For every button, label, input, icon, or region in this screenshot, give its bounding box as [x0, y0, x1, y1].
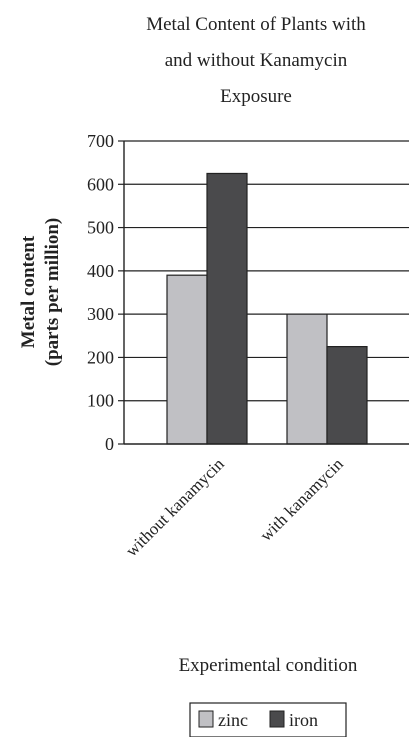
y-tick-labels: 0 100 200 300 400 500 600 700	[87, 131, 114, 454]
legend-swatch-zinc	[198, 710, 214, 728]
legend-swatch-iron	[269, 710, 285, 728]
category-label-1: with kanamycin	[256, 454, 347, 545]
legend-box	[189, 702, 347, 737]
chart-title: Metal Content of Plants with and without…	[146, 14, 366, 107]
bar-iron-0	[206, 172, 248, 445]
y-axis-label-line-2: (parts per million)	[42, 218, 63, 366]
legend-label-iron: iron	[289, 710, 318, 730]
y-tick-label-0: 0	[105, 434, 114, 454]
chart-title-line-3: Exposure	[220, 86, 292, 107]
category-label-0: without kanamycin	[122, 454, 228, 560]
bar-zinc-1	[286, 313, 328, 445]
y-tick-label-500: 500	[87, 218, 114, 238]
bar-zinc-0	[166, 274, 208, 445]
y-tick-label-300: 300	[87, 304, 114, 324]
y-axis-label: Metal content (parts per million)	[18, 218, 63, 366]
bar-iron-1	[326, 346, 368, 445]
y-tick-label-700: 700	[87, 131, 114, 151]
y-tick-label-400: 400	[87, 261, 114, 281]
legend-label-zinc: zinc	[218, 710, 248, 730]
y-tick-label-100: 100	[87, 391, 114, 411]
x-axis-label: Experimental condition	[179, 655, 358, 676]
legend: zinc iron	[189, 702, 347, 737]
chart-title-line-2: and without Kanamycin	[165, 50, 348, 71]
y-tick-label-200: 200	[87, 347, 114, 367]
axes	[123, 141, 409, 445]
category-labels: without kanamycin with kanamycin	[122, 454, 347, 560]
bars	[166, 172, 368, 445]
chart-title-line-1: Metal Content of Plants with	[146, 14, 366, 35]
y-axis-label-line-1: Metal content	[18, 235, 39, 348]
y-tick-label-600: 600	[87, 174, 114, 194]
